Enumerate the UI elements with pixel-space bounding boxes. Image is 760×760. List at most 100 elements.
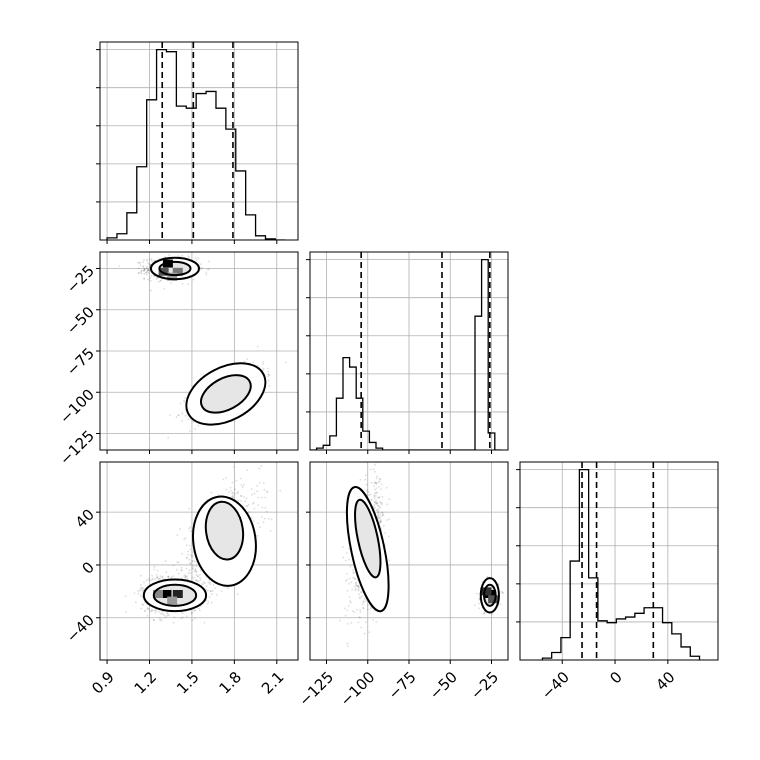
sample-point (192, 278, 195, 281)
sample-point (195, 259, 198, 262)
sample-point (142, 604, 145, 606)
panel-frame (309, 461, 509, 661)
sample-point (193, 565, 195, 568)
sample-point (145, 273, 148, 276)
sample-point (146, 269, 149, 272)
sample-point (199, 574, 201, 576)
sample-point (360, 591, 362, 593)
sample-point (184, 574, 187, 577)
sample-point (388, 498, 391, 501)
density-cell (167, 596, 178, 605)
sample-point (193, 609, 196, 612)
sample-point (139, 588, 142, 590)
sample-point (118, 265, 121, 267)
sample-point (142, 265, 145, 267)
sample-point (188, 418, 190, 420)
sample-point (146, 259, 149, 261)
sample-point (356, 608, 358, 611)
sample-point (161, 613, 164, 616)
sample-point (193, 617, 196, 620)
sample-point (156, 576, 159, 578)
sample-point (253, 507, 256, 510)
sample-point (346, 642, 349, 645)
sample-point (342, 556, 345, 559)
sample-point (212, 584, 215, 586)
sample-point (205, 585, 208, 587)
sample-point (227, 491, 230, 494)
sample-point (376, 509, 379, 512)
sample-point (185, 556, 188, 559)
sample-point (137, 272, 140, 274)
sample-point (285, 361, 288, 364)
sample-point (259, 526, 261, 528)
sample-point (376, 496, 379, 499)
sample-point (364, 621, 367, 624)
sample-point (257, 364, 259, 367)
contour-line (142, 578, 208, 613)
sample-point (181, 412, 184, 415)
sample-point (481, 580, 484, 583)
sample-point (346, 573, 348, 575)
sample-point (190, 530, 192, 533)
hist-panel-p2 (306, 251, 509, 454)
sample-point (267, 375, 269, 378)
sample-point (262, 367, 265, 370)
sample-point (157, 280, 160, 283)
sample-point (159, 617, 161, 620)
sample-point (379, 521, 381, 524)
density-cell (152, 590, 163, 598)
sample-point (380, 488, 383, 490)
sample-point (247, 503, 250, 506)
density-fill (205, 501, 244, 560)
sample-point (143, 268, 146, 271)
sample-point (378, 485, 380, 488)
sample-point (377, 510, 380, 512)
sample-point (187, 553, 190, 556)
sample-point (246, 358, 249, 361)
sample-point (358, 596, 361, 598)
sample-point (251, 493, 253, 496)
sample-point (350, 601, 352, 604)
sample-point (178, 572, 180, 575)
sample-point (372, 619, 375, 621)
sample-point (267, 518, 270, 520)
sample-point (172, 564, 175, 567)
sample-point (166, 611, 169, 614)
sample-point (257, 496, 259, 499)
contour-line (185, 362, 267, 426)
sample-point (349, 600, 351, 602)
sample-point (245, 505, 248, 507)
sample-point (188, 544, 191, 547)
sample-point (366, 489, 368, 492)
density-cell (481, 587, 492, 596)
sample-point (181, 569, 183, 572)
sample-point (234, 493, 237, 495)
sample-point (345, 559, 347, 562)
sample-point (173, 616, 176, 619)
sample-point (346, 609, 348, 612)
sample-point (375, 502, 378, 505)
sample-point (179, 528, 182, 531)
sample-point (357, 588, 360, 591)
sample-point (266, 491, 269, 494)
sample-point (184, 397, 187, 400)
sample-point (183, 400, 186, 403)
sample-point (252, 361, 255, 363)
sample-point (208, 579, 211, 582)
sample-point (149, 277, 151, 279)
sample-point (256, 535, 259, 537)
sample-point (176, 561, 179, 564)
sample-point (362, 601, 365, 604)
sample-point (262, 369, 264, 371)
contour-line (204, 500, 245, 561)
sample-point (218, 494, 220, 496)
sample-point (344, 614, 347, 617)
sample-point (357, 585, 360, 588)
sample-point (188, 527, 191, 530)
sample-point (178, 414, 180, 417)
sample-point (243, 496, 245, 498)
sample-point (190, 612, 193, 615)
sample-point (156, 276, 159, 279)
sample-point (139, 583, 142, 586)
sample-point (267, 373, 270, 376)
